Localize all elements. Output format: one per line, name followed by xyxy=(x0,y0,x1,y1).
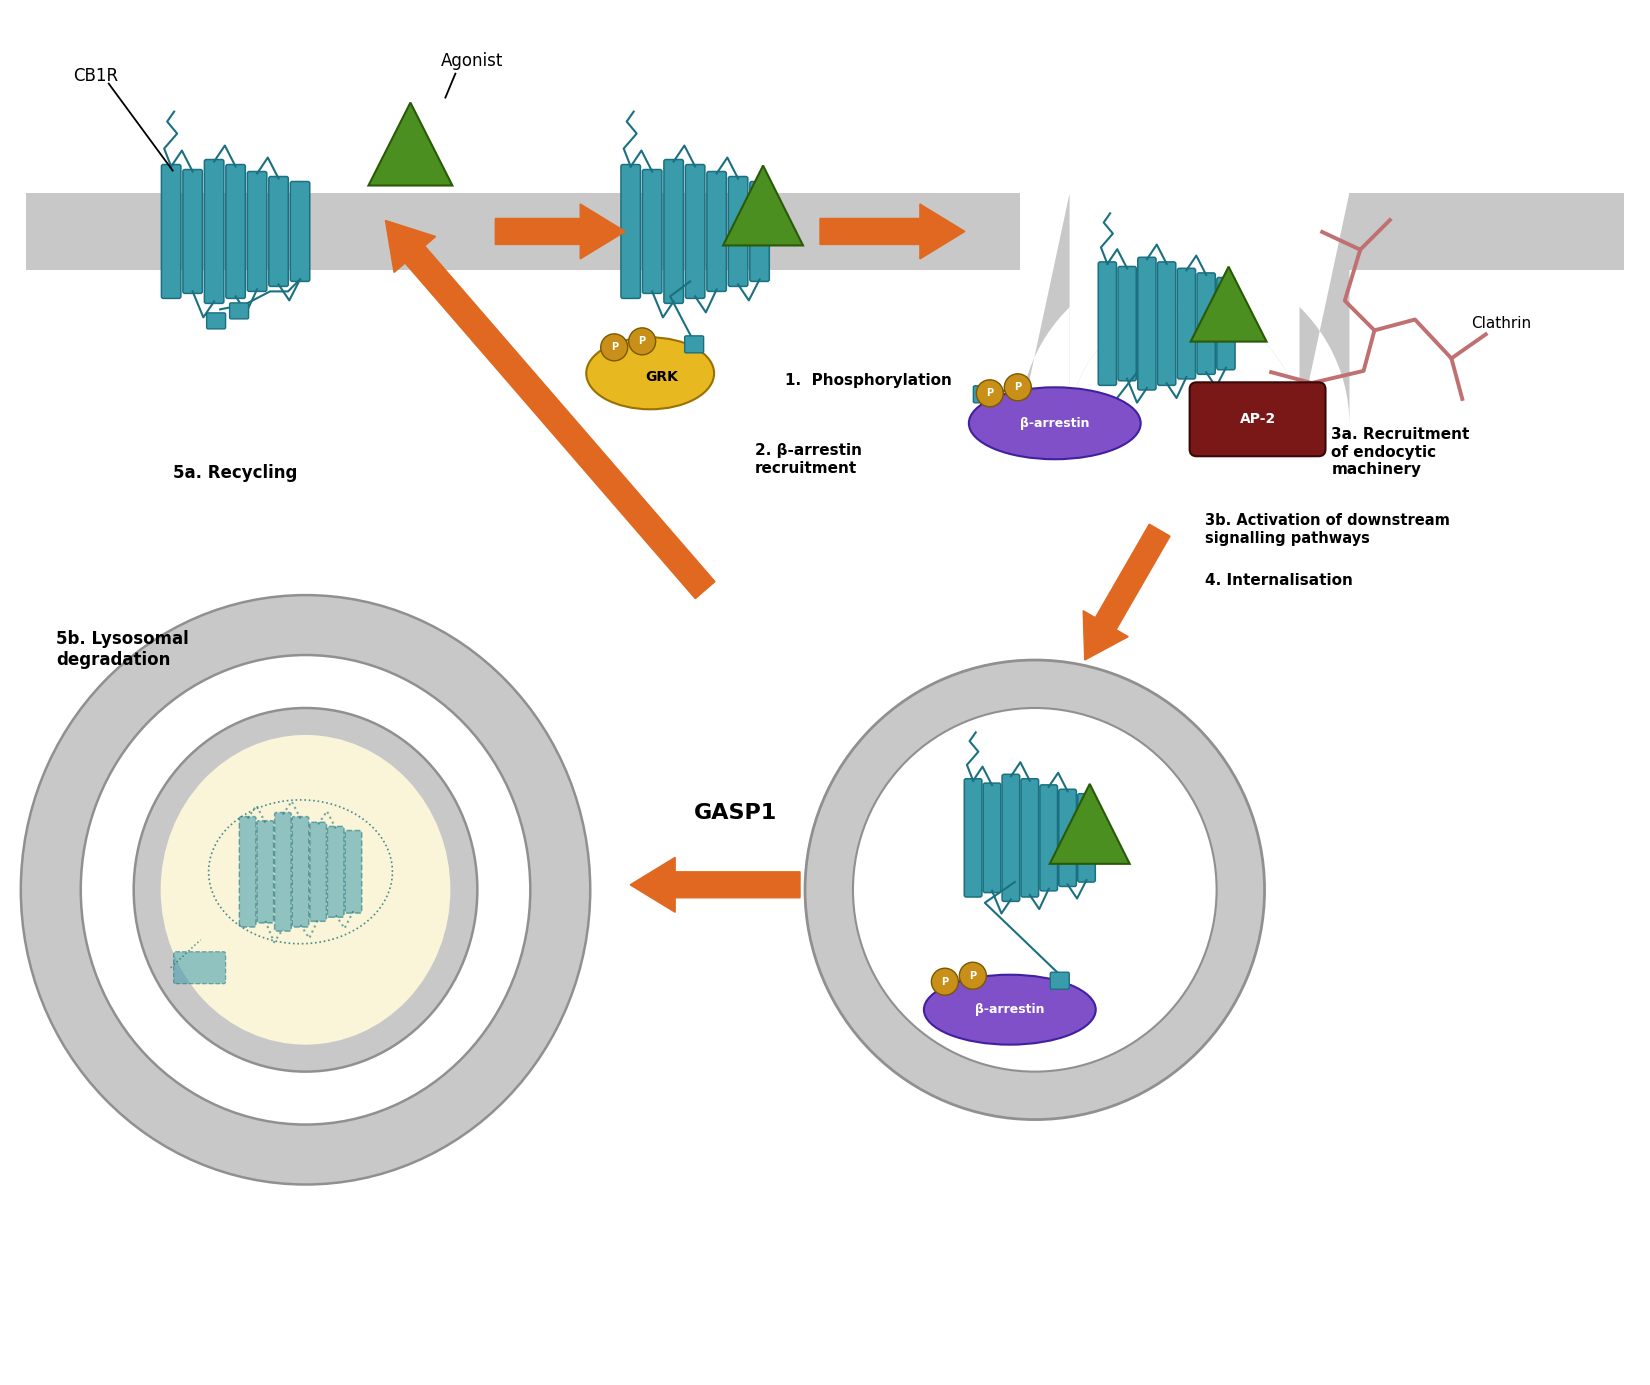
Text: P: P xyxy=(969,971,977,981)
Polygon shape xyxy=(1020,193,1350,425)
Polygon shape xyxy=(1049,784,1130,864)
FancyBboxPatch shape xyxy=(663,159,683,303)
Text: P: P xyxy=(639,337,645,346)
FancyBboxPatch shape xyxy=(1099,262,1117,385)
Text: P: P xyxy=(940,976,949,986)
FancyBboxPatch shape xyxy=(974,386,992,403)
Circle shape xyxy=(601,334,627,361)
Ellipse shape xyxy=(81,655,530,1125)
Polygon shape xyxy=(368,102,452,186)
FancyBboxPatch shape xyxy=(226,165,246,298)
FancyBboxPatch shape xyxy=(1119,266,1137,381)
FancyBboxPatch shape xyxy=(1138,258,1157,391)
FancyBboxPatch shape xyxy=(1196,273,1216,374)
Text: Clathrin: Clathrin xyxy=(1472,316,1531,331)
Text: 1.  Phosphorylation: 1. Phosphorylation xyxy=(785,373,952,388)
Circle shape xyxy=(1005,374,1031,400)
FancyArrow shape xyxy=(386,220,714,598)
FancyBboxPatch shape xyxy=(206,313,226,328)
Polygon shape xyxy=(723,166,804,245)
FancyBboxPatch shape xyxy=(1158,262,1176,385)
Ellipse shape xyxy=(969,388,1140,460)
FancyArrow shape xyxy=(1082,524,1170,661)
FancyBboxPatch shape xyxy=(257,821,274,922)
FancyBboxPatch shape xyxy=(173,951,226,983)
Circle shape xyxy=(931,968,959,996)
Circle shape xyxy=(977,379,1003,407)
Ellipse shape xyxy=(160,735,450,1044)
FancyBboxPatch shape xyxy=(685,165,705,298)
FancyBboxPatch shape xyxy=(642,169,662,294)
FancyBboxPatch shape xyxy=(229,303,249,319)
FancyBboxPatch shape xyxy=(1190,382,1325,456)
FancyBboxPatch shape xyxy=(749,181,769,281)
FancyBboxPatch shape xyxy=(1178,269,1196,379)
FancyBboxPatch shape xyxy=(239,817,256,927)
FancyArrow shape xyxy=(820,204,965,259)
Ellipse shape xyxy=(924,975,1096,1044)
Text: 2. β-arrestin
recruitment: 2. β-arrestin recruitment xyxy=(756,443,861,475)
Text: P: P xyxy=(987,388,993,399)
FancyBboxPatch shape xyxy=(327,827,345,917)
Text: 4. Internalisation: 4. Internalisation xyxy=(1204,572,1353,587)
Text: GASP1: GASP1 xyxy=(693,803,777,823)
FancyBboxPatch shape xyxy=(728,176,747,287)
Text: GRK: GRK xyxy=(645,370,678,384)
FancyBboxPatch shape xyxy=(1216,277,1236,370)
Text: 5b. Lysosomal
degradation: 5b. Lysosomal degradation xyxy=(56,630,188,669)
FancyBboxPatch shape xyxy=(290,181,310,281)
Text: 3b. Activation of downstream
signalling pathways: 3b. Activation of downstream signalling … xyxy=(1204,514,1449,546)
Circle shape xyxy=(853,708,1216,1072)
Circle shape xyxy=(629,328,655,355)
Text: AP-2: AP-2 xyxy=(1239,413,1275,427)
Text: P: P xyxy=(1015,382,1021,392)
FancyBboxPatch shape xyxy=(983,783,1002,892)
Text: 3a. Recruitment
of endocytic
machinery: 3a. Recruitment of endocytic machinery xyxy=(1332,427,1470,476)
FancyBboxPatch shape xyxy=(269,176,289,287)
Text: CB1R: CB1R xyxy=(73,66,117,84)
Text: 5a. Recycling: 5a. Recycling xyxy=(173,464,297,482)
FancyBboxPatch shape xyxy=(292,817,309,927)
FancyBboxPatch shape xyxy=(345,831,361,913)
Ellipse shape xyxy=(134,708,477,1072)
Circle shape xyxy=(805,661,1264,1119)
Polygon shape xyxy=(1069,193,1300,425)
FancyBboxPatch shape xyxy=(1350,193,1624,270)
Polygon shape xyxy=(1191,267,1267,342)
Text: P: P xyxy=(610,342,617,352)
Circle shape xyxy=(959,963,987,989)
FancyBboxPatch shape xyxy=(685,335,703,353)
Ellipse shape xyxy=(21,596,591,1184)
Text: β-arrestin: β-arrestin xyxy=(975,1003,1044,1017)
FancyBboxPatch shape xyxy=(1059,789,1076,886)
FancyBboxPatch shape xyxy=(1077,794,1096,882)
FancyBboxPatch shape xyxy=(162,165,182,298)
FancyBboxPatch shape xyxy=(26,193,1020,270)
FancyBboxPatch shape xyxy=(1051,972,1069,989)
FancyBboxPatch shape xyxy=(706,172,726,291)
FancyBboxPatch shape xyxy=(620,165,640,298)
FancyBboxPatch shape xyxy=(274,813,292,931)
FancyBboxPatch shape xyxy=(205,159,224,303)
Ellipse shape xyxy=(586,338,714,410)
FancyBboxPatch shape xyxy=(183,169,203,294)
FancyBboxPatch shape xyxy=(964,778,982,897)
Text: Agonist: Agonist xyxy=(441,51,503,69)
FancyBboxPatch shape xyxy=(310,823,327,921)
Text: β-arrestin: β-arrestin xyxy=(1020,417,1089,429)
FancyBboxPatch shape xyxy=(1021,778,1038,897)
FancyArrow shape xyxy=(495,204,625,259)
FancyBboxPatch shape xyxy=(1002,774,1020,902)
FancyBboxPatch shape xyxy=(248,172,267,291)
FancyBboxPatch shape xyxy=(1040,785,1058,891)
FancyArrow shape xyxy=(630,857,800,913)
